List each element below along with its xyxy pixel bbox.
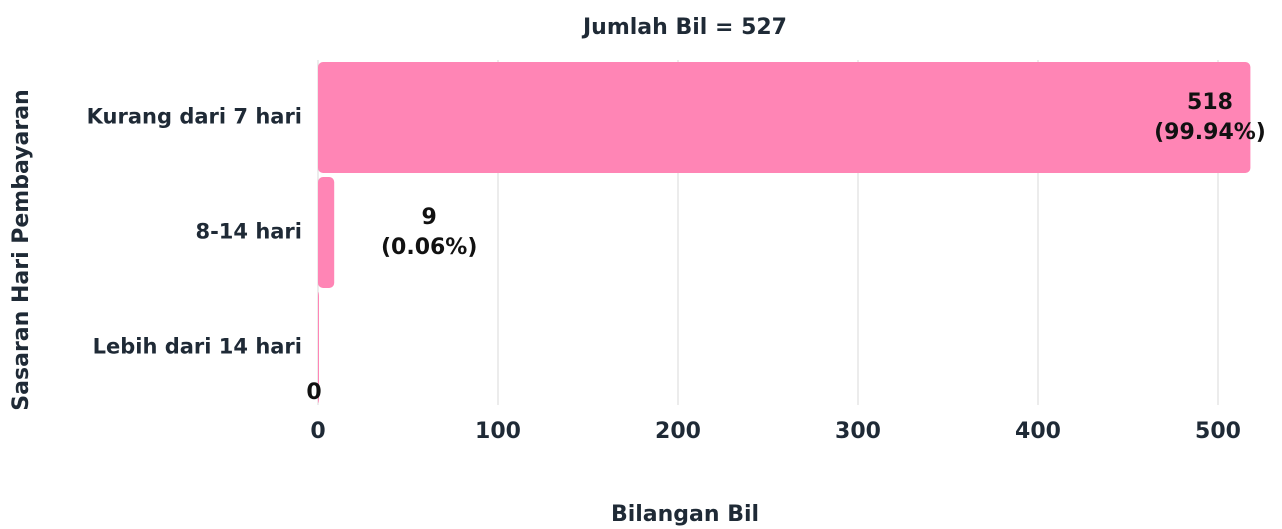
y-tick-label: Kurang dari 7 hari [87, 105, 302, 129]
x-tick-label: 400 [1015, 419, 1061, 444]
x-axis-title: Bilangan Bil [611, 502, 759, 527]
value-label: 518 (99.94%) [1154, 89, 1266, 145]
x-tick-label: 500 [1195, 419, 1241, 444]
x-tick-label: 300 [835, 419, 881, 444]
bar [318, 292, 319, 403]
x-tick-label: 200 [655, 419, 701, 444]
bar [318, 62, 1251, 173]
y-axis-title: Sasaran Hari Pembayaran [9, 89, 34, 410]
chart-title: Jumlah Bil = 527 [581, 15, 787, 40]
y-tick-label: Lebih dari 14 hari [93, 335, 302, 359]
bar [318, 177, 335, 288]
value-label: 0 [306, 380, 322, 405]
y-tick-label: 8-14 hari [195, 220, 302, 244]
x-tick-label: 100 [475, 419, 521, 444]
value-label: 9 (0.06%) [380, 204, 478, 260]
x-tick-label: 0 [310, 419, 325, 444]
